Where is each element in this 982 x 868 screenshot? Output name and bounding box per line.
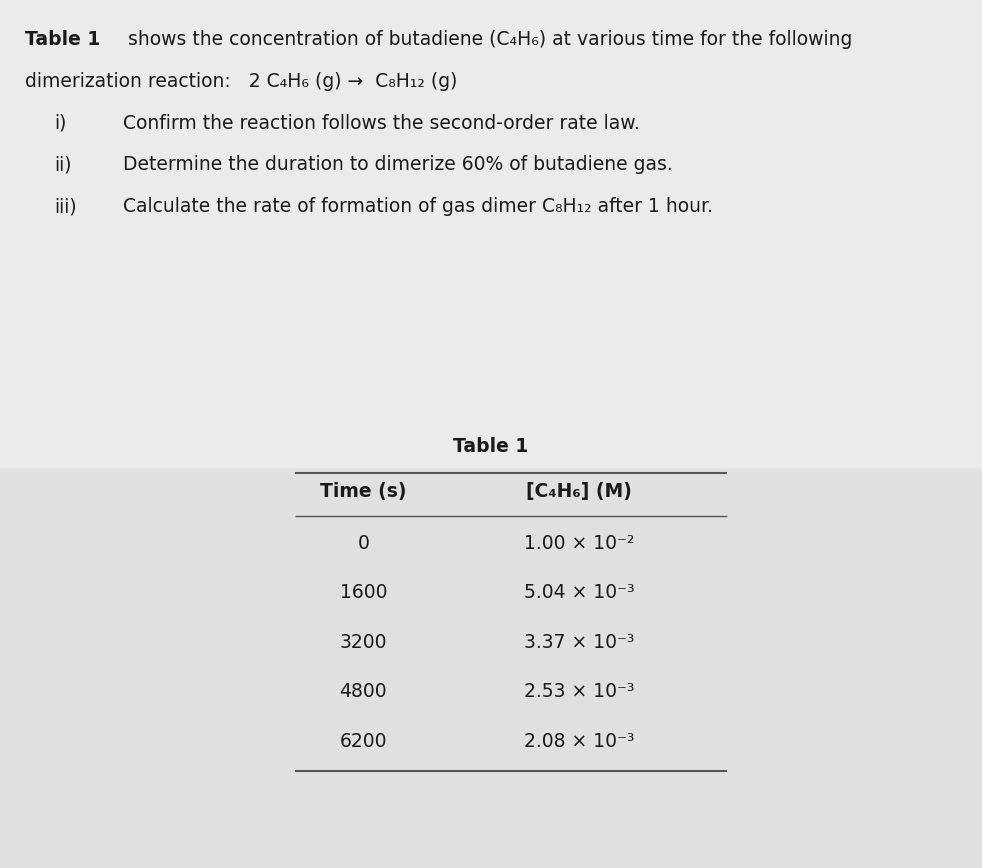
Text: 2.08 × 10⁻³: 2.08 × 10⁻³ [524,732,634,751]
Bar [0,469,982,868]
Text: 1.00 × 10⁻²: 1.00 × 10⁻² [524,534,634,553]
Text: dimerization reaction:   2 C₄H₆ (g) →  C₈H₁₂ (g): dimerization reaction: 2 C₄H₆ (g) → C₈H₁… [25,72,457,91]
Text: shows the concentration of butadiene (C₄H₆) at various time for the following: shows the concentration of butadiene (C₄… [122,30,852,49]
Text: 5.04 × 10⁻³: 5.04 × 10⁻³ [524,583,634,602]
Text: Calculate the rate of formation of gas dimer C₈H₁₂ after 1 hour.: Calculate the rate of formation of gas d… [123,197,713,216]
Bar [0,0,982,469]
Text: 3.37 × 10⁻³: 3.37 × 10⁻³ [524,633,634,652]
Text: ii): ii) [54,155,72,174]
Text: Determine the duration to dimerize 60% of butadiene gas.: Determine the duration to dimerize 60% o… [123,155,673,174]
Text: Time (s): Time (s) [320,482,407,501]
Text: 3200: 3200 [340,633,387,652]
Text: 0: 0 [357,534,369,553]
Text: iii): iii) [54,197,77,216]
Text: Table 1: Table 1 [25,30,100,49]
Text: Table 1: Table 1 [454,437,528,456]
Text: 2.53 × 10⁻³: 2.53 × 10⁻³ [524,682,634,701]
Text: i): i) [54,114,67,133]
Text: 6200: 6200 [340,732,387,751]
Text: Confirm the reaction follows the second-order rate law.: Confirm the reaction follows the second-… [123,114,639,133]
Text: [C₄H₆] (M): [C₄H₆] (M) [526,482,632,501]
Text: 4800: 4800 [340,682,387,701]
Text: 1600: 1600 [340,583,387,602]
